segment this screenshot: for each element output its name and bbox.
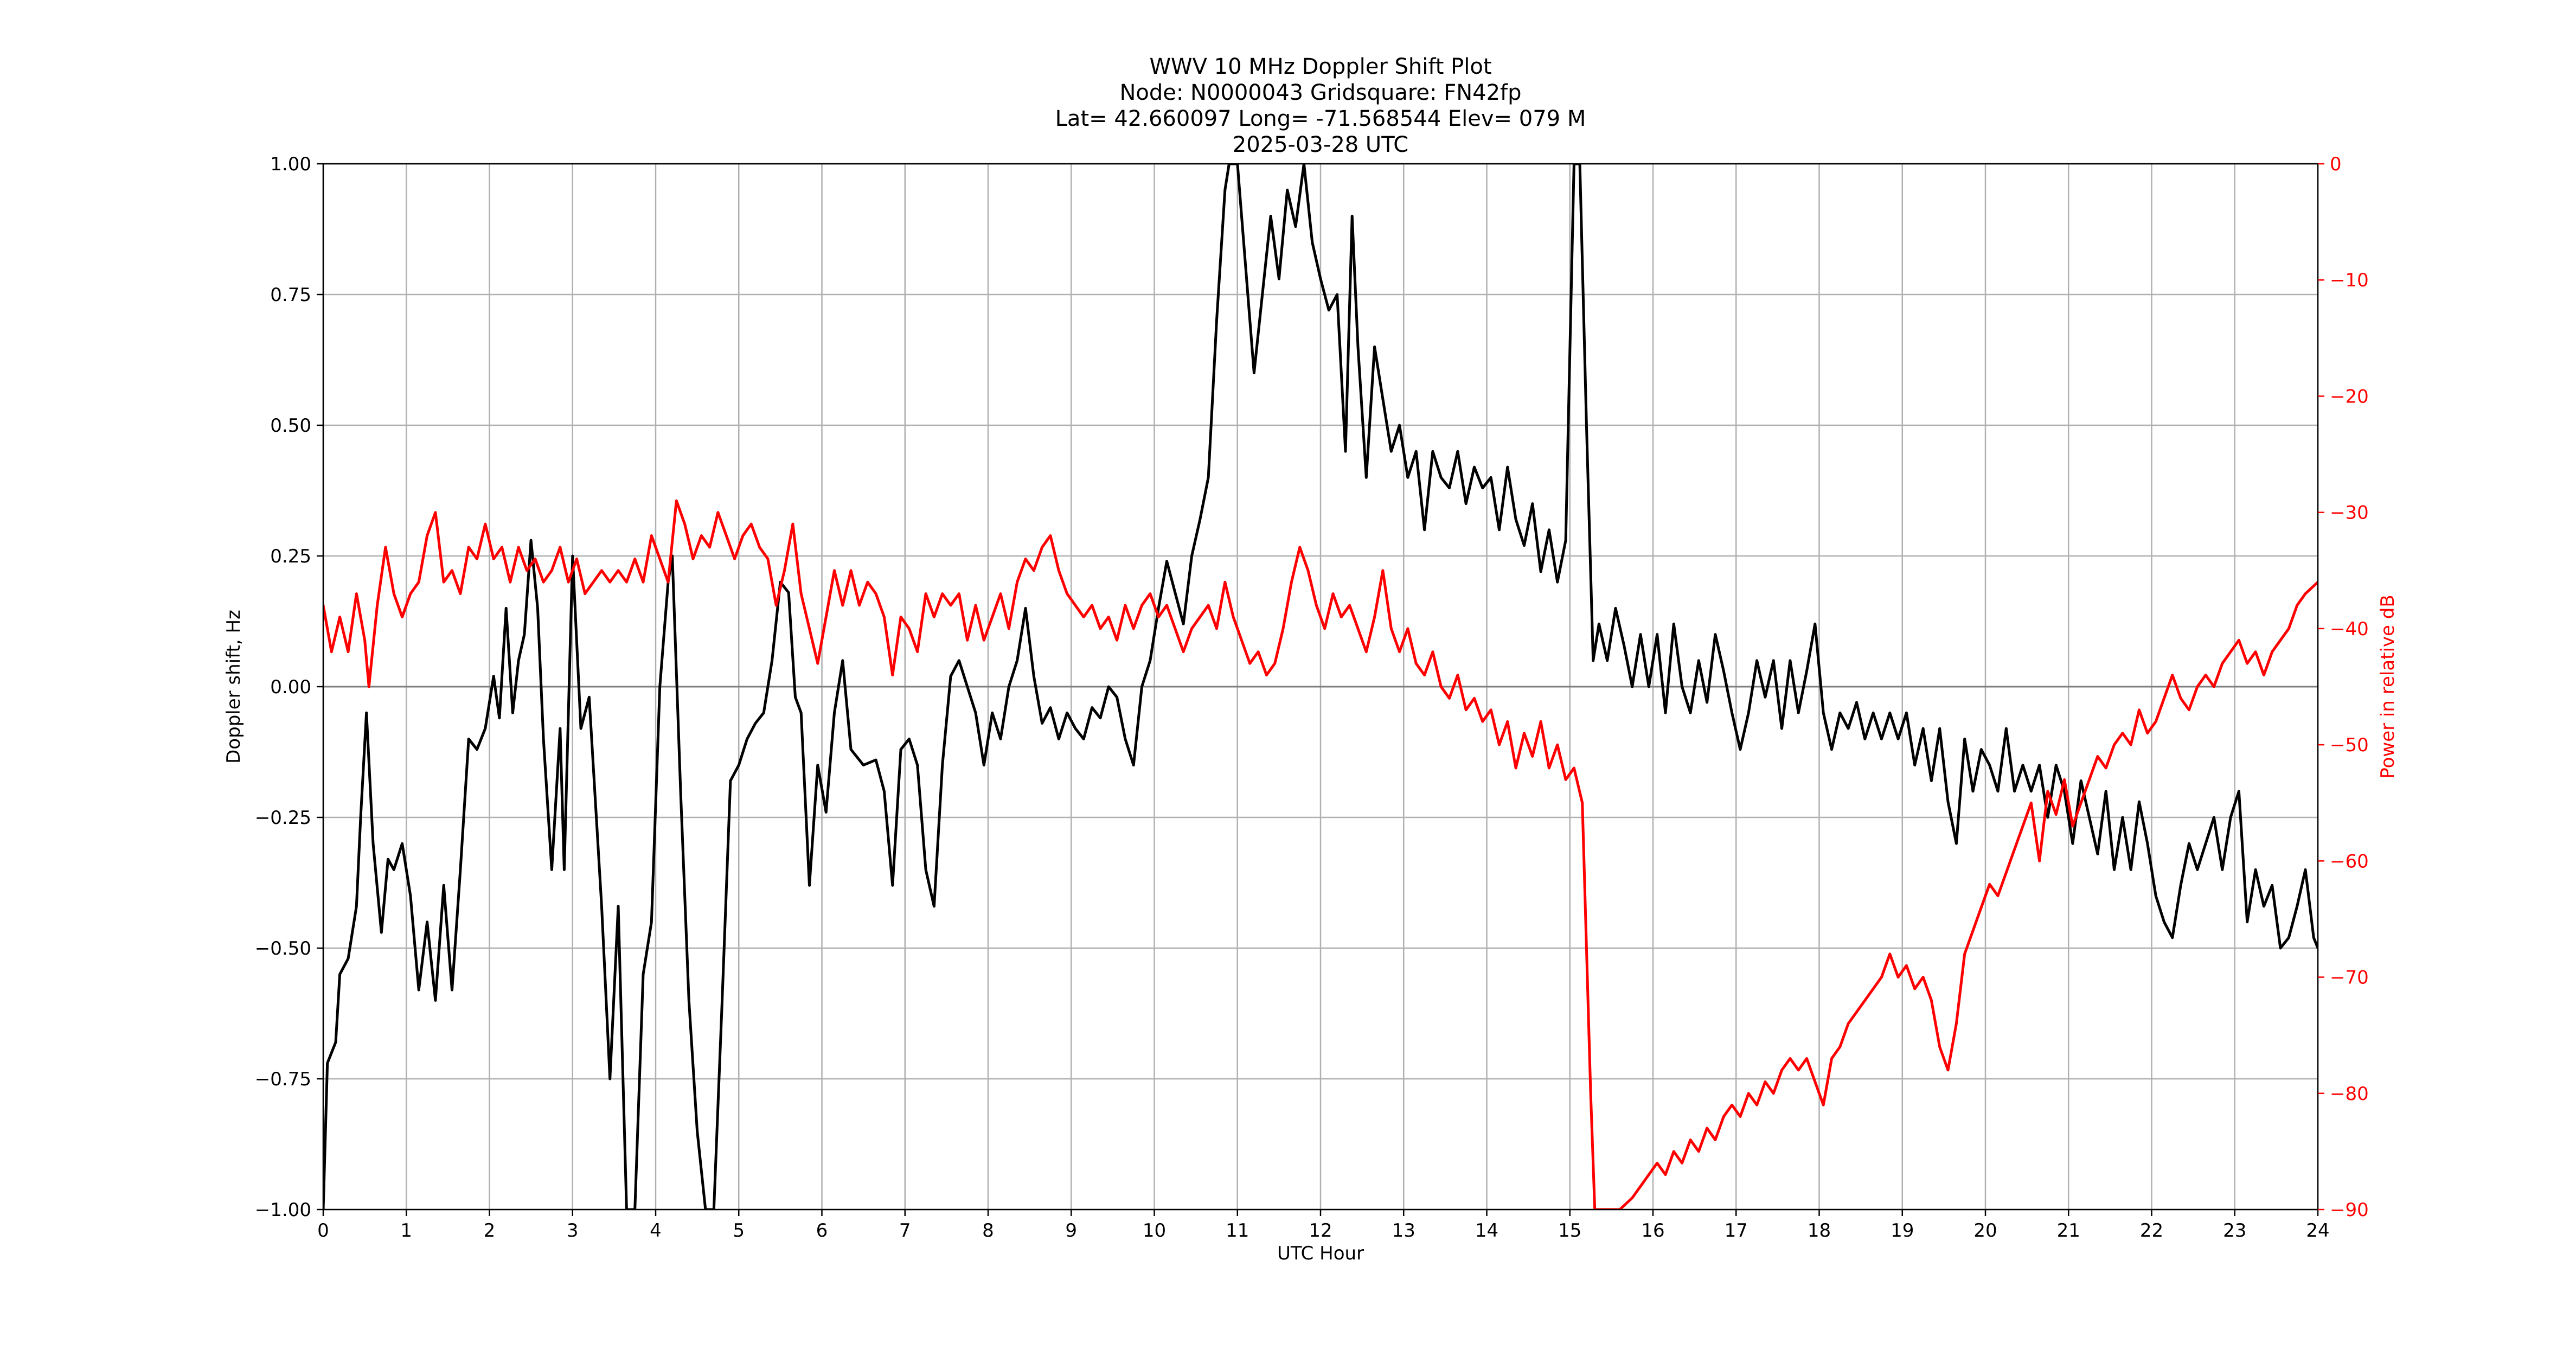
- x-tick-label: 9: [1065, 1220, 1077, 1242]
- power-series-line: [323, 499, 2318, 1210]
- x-tick-label: 16: [1641, 1220, 1664, 1242]
- right-y-axis-label: Power in relative dB: [2377, 594, 2399, 778]
- right-y-tick-label: −70: [2330, 967, 2369, 989]
- x-tick-label: 23: [2223, 1220, 2246, 1242]
- right-y-tick-label: −40: [2330, 618, 2369, 640]
- right-y-tick-label: −90: [2330, 1199, 2369, 1221]
- x-tick-label: 12: [1309, 1220, 1332, 1242]
- x-tick-label: 19: [1891, 1220, 1914, 1242]
- title-line-1: WWV 10 MHz Doppler Shift Plot: [1149, 54, 1491, 79]
- x-tick-label: 0: [317, 1220, 329, 1242]
- left-y-tick-label: 1.00: [270, 153, 311, 175]
- right-y-tick-label: −20: [2330, 386, 2369, 407]
- left-y-axis-ticks: 1.00 0.75 0.50 0.25 0.00 −0.25 −0.50 −0.75 −1.00: [255, 153, 323, 1221]
- x-tick-label: 8: [982, 1220, 994, 1242]
- right-y-tick-label: 0: [2330, 153, 2342, 175]
- x-tick-label: 24: [2306, 1220, 2329, 1242]
- left-y-tick-label: −0.75: [255, 1069, 311, 1090]
- left-y-tick-label: −1.00: [255, 1199, 311, 1221]
- x-tick-label: 6: [816, 1220, 828, 1242]
- title-line-4: 2025-03-28 UTC: [1233, 132, 1408, 157]
- left-y-tick-label: 0.50: [270, 415, 311, 437]
- doppler-series-line: [323, 164, 2318, 1210]
- chart-title: WWV 10 MHz Doppler Shift Plot Node: N000…: [1055, 54, 1586, 157]
- right-y-tick-label: −30: [2330, 502, 2369, 524]
- x-tick-label: 5: [733, 1220, 745, 1242]
- left-y-axis-label: Doppler shift, Hz: [223, 610, 245, 764]
- right-y-tick-label: −60: [2330, 850, 2369, 872]
- x-tick-label: 7: [899, 1220, 911, 1242]
- x-tick-label: 22: [2140, 1220, 2163, 1242]
- x-tick-label: 1: [400, 1220, 412, 1242]
- left-y-tick-label: −0.25: [255, 807, 311, 829]
- x-tick-label: 13: [1392, 1220, 1415, 1242]
- x-tick-label: 15: [1558, 1220, 1581, 1242]
- x-tick-label: 14: [1475, 1220, 1498, 1242]
- x-tick-label: 18: [1808, 1220, 1831, 1242]
- left-y-tick-label: −0.50: [255, 938, 311, 960]
- title-line-2: Node: N0000043 Gridsquare: FN42fp: [1119, 80, 1521, 105]
- x-axis-ticks: 0 1 2 3 4 5 6 7 8 9 10 11 12 13 14 15 16 17 18 19 20 21 22 23 24: [317, 1210, 2330, 1242]
- x-tick-label: 10: [1143, 1220, 1166, 1242]
- left-y-tick-label: 0.00: [270, 676, 311, 698]
- left-y-tick-label: 0.75: [270, 284, 311, 306]
- x-tick-label: 3: [567, 1220, 579, 1242]
- x-axis-label: UTC Hour: [1277, 1243, 1364, 1264]
- right-y-tick-label: −80: [2330, 1083, 2369, 1105]
- x-tick-label: 2: [484, 1220, 496, 1242]
- left-y-tick-label: 0.25: [270, 546, 311, 567]
- series-area: [323, 164, 2318, 1210]
- x-tick-label: 11: [1226, 1220, 1249, 1242]
- right-y-tick-label: −50: [2330, 734, 2369, 756]
- right-y-tick-label: −10: [2330, 270, 2369, 291]
- x-tick-label: 17: [1725, 1220, 1748, 1242]
- x-tick-label: 4: [650, 1220, 662, 1242]
- right-y-axis-ticks: 0 −10 −20 −30 −40 −50 −60 −70 −80 −90: [2318, 153, 2369, 1221]
- x-tick-label: 20: [1973, 1220, 1997, 1242]
- x-tick-label: 21: [2057, 1220, 2080, 1242]
- title-line-3: Lat= 42.660097 Long= -71.568544 Elev= 07…: [1055, 106, 1586, 131]
